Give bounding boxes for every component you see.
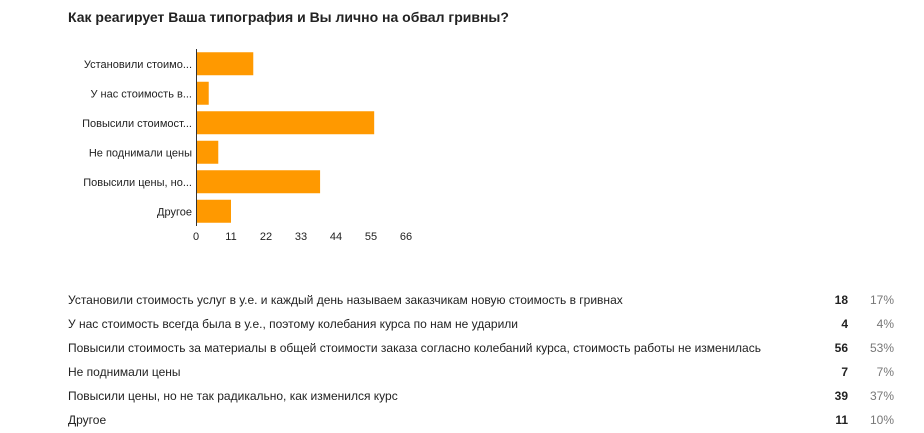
answer-percent: 10% [869,413,894,427]
x-tick-label: 44 [330,231,342,243]
answer-label: Повысили стоимость за материалы в общей … [68,341,761,355]
x-tick-label: 33 [295,231,307,243]
answer-count: 7 [841,365,848,379]
category-label: У нас стоимость в... [91,88,193,100]
answer-count: 56 [834,341,848,355]
x-tick-label: 11 [225,231,236,243]
answer-percent: 17% [869,293,894,307]
category-label: Повысили стоимост... [82,118,192,130]
answer-count: 18 [834,293,848,307]
answer-percent: 4% [876,317,894,331]
answer-label: Установили стоимость услуг в у.е. и кажд… [68,293,623,307]
bar [196,111,375,135]
answer-percent: 7% [876,365,894,379]
answer-label: У нас стоимость всегда была в у.е., поэт… [68,317,518,331]
table-row: Не поднимали цены 7 7% [68,361,894,385]
bar [196,199,231,223]
category-label: Установили стоимо... [84,59,192,71]
x-tick-label: 66 [400,231,412,243]
answer-label: Не поднимали цены [68,365,181,379]
answer-percent: 37% [869,389,894,403]
category-label: Повысили цены, но... [83,177,192,189]
x-tick-label: 0 [193,231,199,243]
table-row: Другое 11 10% [68,409,894,433]
chart-title: Как реагирует Ваша типография и Вы лично… [68,9,509,25]
category-label: Не поднимали цены [89,147,192,159]
answer-count: 39 [834,389,848,403]
answer-count: 4 [841,317,848,331]
category-label: Другое [157,206,192,218]
results-table: Установили стоимость услуг в у.е. и кажд… [68,289,894,433]
bar [196,81,209,105]
bar [196,170,321,194]
x-tick-label: 55 [365,231,377,243]
bar [196,140,219,164]
answer-percent: 53% [869,341,894,355]
answer-label: Другое [68,413,107,427]
table-row: Повысили стоимость за материалы в общей … [68,337,894,361]
table-row: У нас стоимость всегда была в у.е., поэт… [68,313,894,337]
table-row: Повысили цены, но не так радикально, как… [68,385,894,409]
answer-count: 11 [835,413,848,427]
bar-chart: Установили стоимо... У нас стоимость в...… [82,49,412,243]
table-row: Установили стоимость услуг в у.е. и кажд… [68,289,894,313]
x-tick-label: 22 [260,231,272,243]
bar [196,52,254,76]
answer-label: Повысили цены, но не так радикально, как… [68,389,398,403]
